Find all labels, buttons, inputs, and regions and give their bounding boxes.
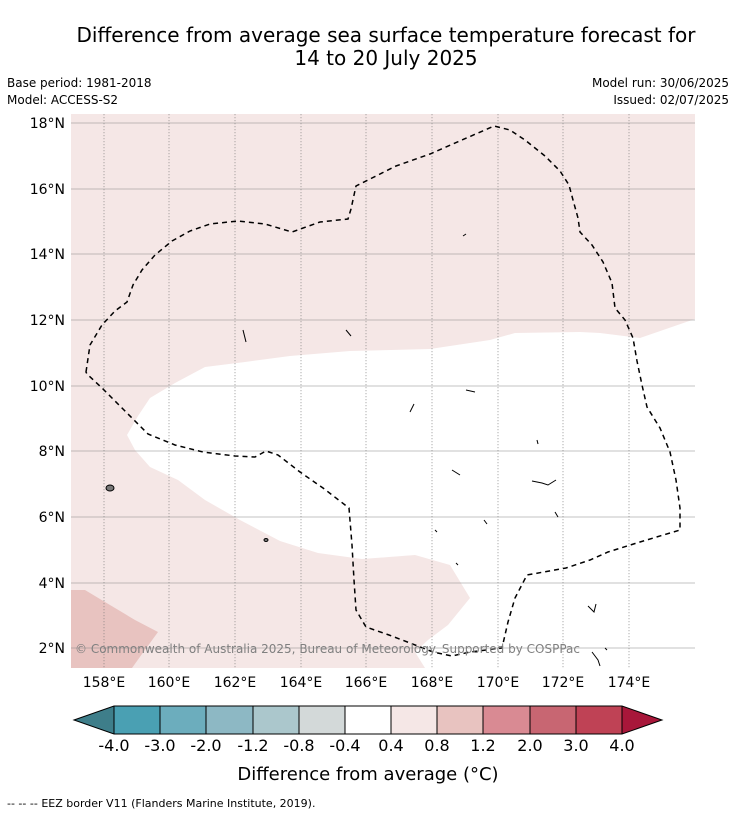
- colorbar-tick-4: -1.2: [237, 736, 268, 755]
- lat-label-14n: 14°N: [30, 247, 65, 263]
- atolls: [105, 233, 608, 667]
- colorbar-band-3: [206, 706, 253, 734]
- lon-label-166e: 166°E: [345, 675, 388, 691]
- colorbar: -4.0 -3.0 -2.0 -1.2 -0.8 -0.4 0.4 0.8 1.…: [72, 705, 664, 785]
- colorbar-tick-6: -0.4: [329, 736, 360, 755]
- lat-label-8n: 8°N: [39, 444, 65, 460]
- atoll-island-16: [465, 389, 476, 393]
- colorbar-band-7: [391, 706, 437, 734]
- eez-legend-text: EEZ border V11 (Flanders Marine Institut…: [41, 797, 316, 810]
- colorbar-tick-9: 1.2: [470, 736, 495, 755]
- model-run: Model run: 30/06/2025: [591, 76, 729, 90]
- model-name: Model: ACCESS-S2: [7, 93, 119, 107]
- colorbar-tick-10: 2.0: [517, 736, 542, 755]
- lon-label-174e: 174°E: [608, 675, 651, 691]
- colorbar-tick-2: -3.0: [144, 736, 175, 755]
- colorbar-band-11: [576, 706, 622, 734]
- colorbar-band-10: [530, 706, 576, 734]
- copyright-credit: © Commonwealth of Australia 2025, Bureau…: [75, 642, 580, 656]
- chart-title-line1: Difference from average sea surface temp…: [76, 23, 696, 47]
- lon-label-164e: 164°E: [280, 675, 323, 691]
- lon-label-168e: 168°E: [411, 675, 454, 691]
- lon-label-160e: 160°E: [148, 675, 191, 691]
- lon-label-170e: 170°E: [477, 675, 520, 691]
- atoll-island-8: [591, 651, 601, 667]
- colorbar-tick-5: -0.8: [283, 736, 314, 755]
- colorbar-tick-8: 0.8: [424, 736, 449, 755]
- chart-title-line2: 14 to 20 July 2025: [294, 46, 478, 70]
- atoll-island-4: [531, 479, 557, 486]
- atoll-island-14: [345, 329, 352, 337]
- colorbar-extend-low: [74, 706, 114, 734]
- atoll-island-3: [451, 469, 461, 476]
- atoll-island-13: [242, 329, 247, 343]
- lat-label-10n: 10°N: [30, 379, 65, 395]
- lat-label-12n: 12°N: [30, 313, 65, 329]
- atoll-island-2: [263, 538, 269, 542]
- atoll-island-6: [554, 511, 559, 518]
- atoll-island-1: [105, 484, 115, 492]
- atoll-island-10: [455, 562, 459, 566]
- lat-label-2n: 2°N: [39, 641, 65, 657]
- eez-border: [85, 125, 681, 657]
- neutral-anomaly-region: [127, 319, 695, 668]
- atoll-island-17: [536, 439, 539, 445]
- lat-label-6n: 6°N: [39, 510, 65, 526]
- colorbar-band-5: [299, 706, 345, 734]
- lon-label-172e: 172°E: [542, 675, 585, 691]
- map-latitude-lines: [71, 122, 695, 649]
- atoll-island-11: [434, 529, 438, 533]
- colorbar-label: Difference from average (°C): [237, 764, 498, 785]
- lat-label-18n: 18°N: [30, 116, 65, 132]
- colorbar-tick-11: 3.0: [563, 736, 588, 755]
- colorbar-band-1: [114, 706, 160, 734]
- lat-label-16n: 16°N: [30, 182, 65, 198]
- issued-date: Issued: 02/07/2025: [613, 93, 729, 107]
- colorbar-tick-1: -4.0: [98, 736, 129, 755]
- lon-label-162e: 162°E: [214, 675, 257, 691]
- eez-legend: -- -- -- EEZ border V11 (Flanders Marine…: [7, 797, 315, 810]
- colorbar-band-9: [483, 706, 530, 734]
- colorbar-tick-3: -2.0: [190, 736, 221, 755]
- colorbar-band-8: [437, 706, 483, 734]
- atoll-island-15: [409, 403, 415, 413]
- colorbar-extend-high: [622, 706, 662, 734]
- colorbar-tick-12: 4.0: [609, 736, 634, 755]
- atoll-island-5: [483, 519, 488, 525]
- warm-anomaly-region: [71, 590, 158, 668]
- colorbar-tick-7: 0.4: [378, 736, 403, 755]
- atoll-island-9: [604, 647, 608, 651]
- colorbar-band-6: [345, 706, 391, 734]
- colorbar-band-4: [253, 706, 299, 734]
- eez-dash-symbol: -- -- --: [7, 797, 38, 810]
- forecast-map: 18°N 16°N 14°N 12°N 10°N 8°N 6°N 4°N 2°N…: [30, 114, 695, 785]
- lat-label-4n: 4°N: [39, 576, 65, 592]
- atoll-island-12: [462, 233, 467, 237]
- lon-label-158e: 158°E: [83, 675, 126, 691]
- base-period: Base period: 1981-2018: [7, 76, 152, 90]
- colorbar-band-2: [160, 706, 206, 734]
- atoll-island-7: [587, 603, 597, 613]
